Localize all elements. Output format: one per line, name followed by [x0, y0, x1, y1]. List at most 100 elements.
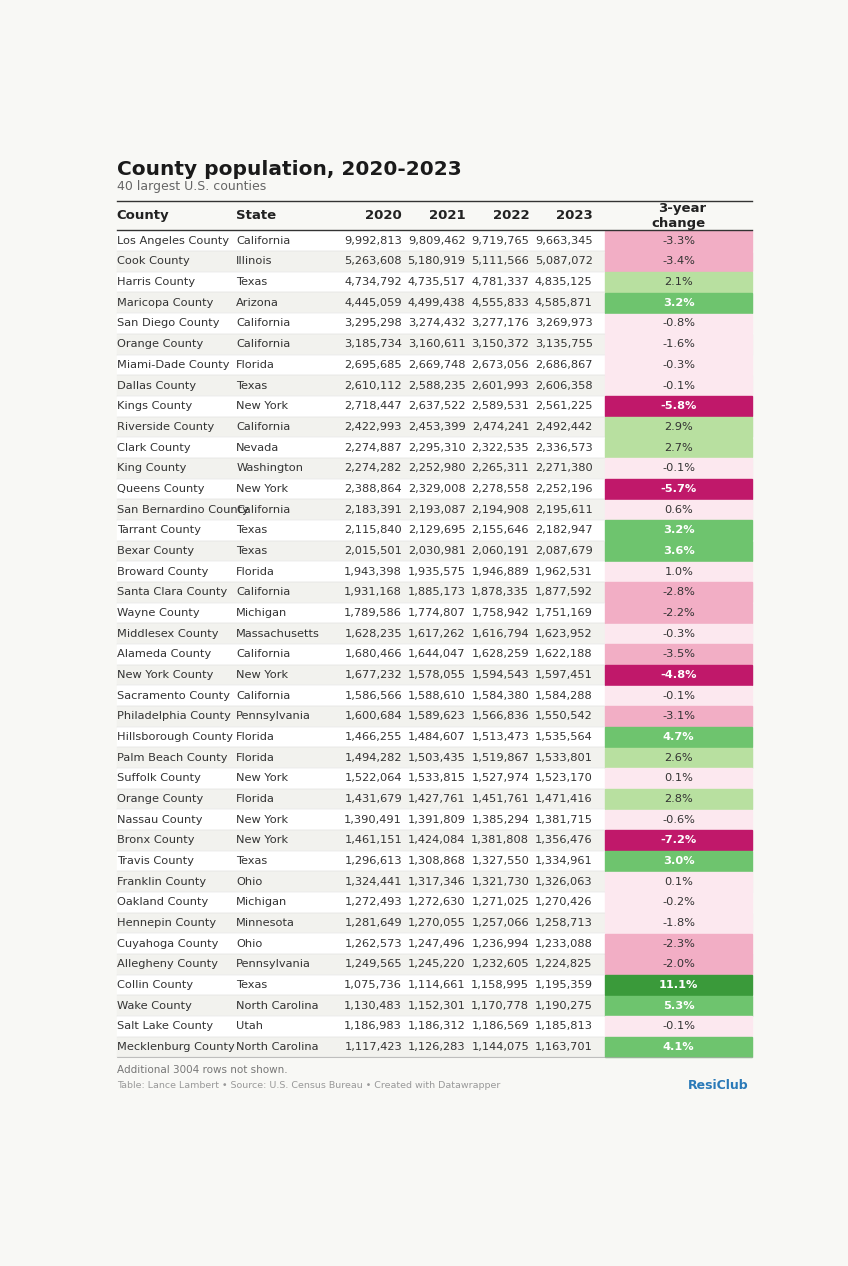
- Text: 4,555,833: 4,555,833: [471, 298, 529, 308]
- Text: -3.1%: -3.1%: [662, 711, 695, 722]
- Text: 9,809,462: 9,809,462: [408, 235, 466, 246]
- Text: 2,194,908: 2,194,908: [471, 505, 529, 514]
- Text: Broward County: Broward County: [117, 567, 209, 576]
- Text: 4.1%: 4.1%: [663, 1042, 695, 1052]
- Text: 2,252,196: 2,252,196: [535, 484, 593, 494]
- Text: 1,249,565: 1,249,565: [344, 960, 402, 970]
- Text: 1,381,715: 1,381,715: [535, 815, 593, 824]
- Text: 1,224,825: 1,224,825: [535, 960, 593, 970]
- Text: 2022: 2022: [493, 209, 529, 223]
- Text: 1,584,380: 1,584,380: [471, 691, 529, 700]
- Text: Clark County: Clark County: [117, 443, 191, 452]
- Text: Texas: Texas: [237, 980, 267, 990]
- Text: Hennepin County: Hennepin County: [117, 918, 216, 928]
- Bar: [117, 313, 752, 334]
- Text: 1,527,974: 1,527,974: [471, 774, 529, 784]
- Text: 3,150,372: 3,150,372: [471, 339, 529, 349]
- Text: 1,628,259: 1,628,259: [471, 649, 529, 660]
- Text: 1,296,613: 1,296,613: [344, 856, 402, 866]
- Text: 2,388,864: 2,388,864: [344, 484, 402, 494]
- Bar: [605, 272, 752, 292]
- Bar: [117, 292, 752, 313]
- Text: 4,734,792: 4,734,792: [344, 277, 402, 287]
- Text: 9,719,765: 9,719,765: [471, 235, 529, 246]
- Text: 1,522,064: 1,522,064: [344, 774, 402, 784]
- Text: 2,673,056: 2,673,056: [471, 360, 529, 370]
- Text: Allegheny County: Allegheny County: [117, 960, 218, 970]
- Text: 9,663,345: 9,663,345: [535, 235, 593, 246]
- Bar: [605, 376, 752, 395]
- Text: 11.1%: 11.1%: [659, 980, 699, 990]
- Bar: [605, 334, 752, 354]
- Bar: [117, 644, 752, 665]
- Text: 1,628,235: 1,628,235: [344, 629, 402, 638]
- Text: 1,270,426: 1,270,426: [535, 898, 593, 908]
- Text: Texas: Texas: [237, 856, 267, 866]
- Text: Texas: Texas: [237, 381, 267, 390]
- Text: 3,135,755: 3,135,755: [535, 339, 593, 349]
- Text: 5,180,919: 5,180,919: [408, 257, 466, 266]
- Text: Dallas County: Dallas County: [117, 381, 196, 390]
- Text: 1,461,151: 1,461,151: [344, 836, 402, 846]
- Bar: [117, 871, 752, 893]
- Bar: [117, 768, 752, 789]
- Bar: [605, 438, 752, 457]
- Text: 3,277,176: 3,277,176: [471, 319, 529, 328]
- Bar: [605, 665, 752, 685]
- Text: 1,535,564: 1,535,564: [535, 732, 593, 742]
- Text: 1,550,542: 1,550,542: [535, 711, 593, 722]
- Text: 5,263,608: 5,263,608: [344, 257, 402, 266]
- Text: 1,751,169: 1,751,169: [535, 608, 593, 618]
- Text: Texas: Texas: [237, 277, 267, 287]
- Text: 4,781,337: 4,781,337: [471, 277, 529, 287]
- Text: 2,718,447: 2,718,447: [344, 401, 402, 411]
- Bar: [605, 396, 752, 417]
- Text: Cook County: Cook County: [117, 257, 190, 266]
- Text: Middlesex County: Middlesex County: [117, 629, 218, 638]
- Text: New York: New York: [237, 670, 288, 680]
- Text: 2.1%: 2.1%: [664, 277, 693, 287]
- Text: -2.8%: -2.8%: [662, 587, 695, 598]
- Text: Florida: Florida: [237, 360, 275, 370]
- Text: 1,385,294: 1,385,294: [471, 815, 529, 824]
- Text: Salt Lake County: Salt Lake County: [117, 1022, 213, 1032]
- Text: 1,533,815: 1,533,815: [408, 774, 466, 784]
- Bar: [605, 810, 752, 829]
- Text: 1,617,262: 1,617,262: [408, 629, 466, 638]
- Text: 1,321,730: 1,321,730: [471, 877, 529, 886]
- Bar: [605, 541, 752, 561]
- Text: California: California: [237, 339, 291, 349]
- Text: -2.2%: -2.2%: [662, 608, 695, 618]
- Text: Table: Lance Lambert • Source: U.S. Census Bureau • Created with Datawrapper: Table: Lance Lambert • Source: U.S. Cens…: [117, 1081, 500, 1090]
- Text: Texas: Texas: [237, 525, 267, 536]
- Text: -1.8%: -1.8%: [662, 918, 695, 928]
- Text: 1,114,661: 1,114,661: [408, 980, 466, 990]
- Text: -3.5%: -3.5%: [662, 649, 695, 660]
- Bar: [605, 706, 752, 727]
- Text: 2,695,685: 2,695,685: [344, 360, 402, 370]
- Text: North Carolina: North Carolina: [237, 1000, 319, 1010]
- Text: 1,186,312: 1,186,312: [408, 1022, 466, 1032]
- Text: State: State: [237, 209, 276, 223]
- Bar: [117, 893, 752, 913]
- Text: 2,271,380: 2,271,380: [535, 463, 593, 473]
- Text: 1,186,569: 1,186,569: [471, 1022, 529, 1032]
- Text: 1,281,649: 1,281,649: [344, 918, 402, 928]
- Text: Minnesota: Minnesota: [237, 918, 295, 928]
- Text: -0.1%: -0.1%: [662, 463, 695, 473]
- Text: 3,295,298: 3,295,298: [344, 319, 402, 328]
- Text: 1,594,543: 1,594,543: [471, 670, 529, 680]
- Text: 4,445,059: 4,445,059: [344, 298, 402, 308]
- Text: 1,271,025: 1,271,025: [471, 898, 529, 908]
- Text: 1,431,679: 1,431,679: [344, 794, 402, 804]
- Bar: [117, 334, 752, 354]
- Text: 3.2%: 3.2%: [663, 525, 695, 536]
- Bar: [605, 354, 752, 375]
- Bar: [605, 851, 752, 871]
- Text: 2,588,235: 2,588,235: [408, 381, 466, 390]
- Text: 1,163,701: 1,163,701: [535, 1042, 593, 1052]
- Text: 1,144,075: 1,144,075: [471, 1042, 529, 1052]
- Bar: [117, 561, 752, 582]
- Bar: [117, 251, 752, 272]
- Text: 1,616,794: 1,616,794: [471, 629, 529, 638]
